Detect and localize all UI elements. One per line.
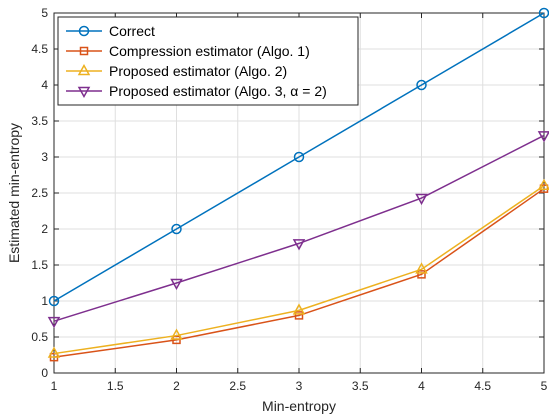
- legend-label: Proposed estimator (Algo. 2): [109, 63, 287, 79]
- data-point: [170, 278, 183, 291]
- legend: Correct Compression estimator (Algo. 1) Pr…: [57, 16, 359, 106]
- data-point: [292, 303, 306, 315]
- data-point: [47, 316, 61, 329]
- legend-entry: Compression estimator (Algo. 1): [66, 43, 310, 59]
- legend-label: Proposed estimator (Algo. 3, α = 2): [109, 83, 327, 99]
- data-point: [293, 151, 305, 163]
- x-tick-label: 4: [418, 379, 425, 393]
- data-point: [172, 335, 181, 345]
- y-tick-label: 2.5: [31, 186, 48, 200]
- series-line: [53, 12, 545, 302]
- data-point: [415, 193, 428, 206]
- y-tick-label: 3.5: [31, 114, 48, 128]
- y-tick-label: 0.5: [31, 330, 48, 344]
- x-axis-label: Min-entropy: [262, 398, 336, 414]
- x-tick-label: 5: [541, 379, 548, 393]
- data-point: [294, 311, 304, 320]
- data-point: [537, 131, 549, 143]
- y-tick-label: 4.5: [31, 42, 48, 56]
- y-tick-label: 1.5: [31, 258, 48, 272]
- legend-marker: [78, 25, 90, 37]
- legend-entry: Proposed estimator (Algo. 3, α = 2): [66, 83, 327, 99]
- data-point: [417, 270, 426, 279]
- data-point: [292, 239, 306, 251]
- x-tick-label: 4.5: [474, 379, 491, 393]
- axes: 1 1.5 2 2.5 3 3.5 4 4.5 5 0 0.5 1 1.5 2 2.5 3 3.5 4 4.5 5: [31, 6, 547, 393]
- legend-marker: [79, 46, 89, 56]
- series-line: [53, 185, 545, 355]
- x-tick-label: 3: [296, 379, 303, 393]
- legend-label: Correct: [109, 23, 155, 39]
- y-axis-label: Estimated min-entropy: [6, 123, 22, 263]
- data-point: [170, 328, 183, 340]
- data-point: [415, 262, 428, 274]
- legend-entry: Correct: [66, 23, 155, 39]
- data-point: [47, 346, 61, 358]
- series-line: [53, 188, 545, 358]
- data-point: [537, 178, 549, 191]
- y-tick-label: 4: [41, 78, 48, 92]
- y-tick-label: 3: [41, 150, 48, 164]
- legend-marker: [77, 86, 91, 99]
- y-tick-label: 1: [41, 294, 48, 308]
- x-tick-label: 2.5: [229, 379, 246, 393]
- legend-box: [57, 16, 359, 106]
- y-tick-label: 0: [41, 366, 48, 380]
- legend-label: Compression estimator (Algo. 1): [109, 43, 310, 59]
- series-layer: [47, 7, 549, 362]
- series-4: [47, 131, 549, 329]
- data-point: [416, 79, 427, 91]
- series-line: [53, 134, 545, 322]
- legend-marker: [77, 63, 91, 76]
- x-tick-label: 3.5: [352, 379, 369, 393]
- x-tick-label: 2: [173, 379, 180, 393]
- series-3: [47, 178, 549, 358]
- data-point: [48, 295, 60, 307]
- x-tick-label: 1.5: [107, 379, 124, 393]
- legend-entry: Proposed estimator (Algo. 2): [66, 63, 287, 79]
- y-tick-label: 2: [41, 222, 48, 236]
- y-tick-label: 5: [41, 6, 48, 20]
- data-point: [171, 223, 182, 235]
- x-tick-label: 1: [51, 379, 58, 393]
